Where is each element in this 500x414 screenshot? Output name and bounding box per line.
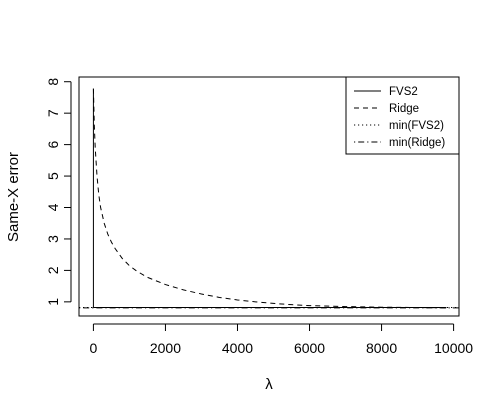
x-tick-label: 2000 xyxy=(150,340,181,356)
y-tick-label: 3 xyxy=(45,235,61,243)
x-tick-label: 0 xyxy=(90,340,98,356)
legend-label: Ridge xyxy=(389,103,419,115)
x-tick-label: 10000 xyxy=(434,340,473,356)
legend-box xyxy=(345,76,460,155)
y-tick-label: 2 xyxy=(45,266,61,274)
y-tick-label: 8 xyxy=(45,78,61,86)
y-tick-label: 6 xyxy=(45,141,61,149)
legend-label: min(Ridge) xyxy=(389,137,445,149)
x-tick-label: 8000 xyxy=(366,340,397,356)
x-tick-label: 6000 xyxy=(294,340,325,356)
plot-frame xyxy=(78,76,460,317)
x-axis-title: λ xyxy=(265,376,273,393)
y-axis-title: Same-X error xyxy=(5,152,22,242)
y-tick-label: 5 xyxy=(45,172,61,180)
series-layer xyxy=(79,88,459,309)
legend: FVS2 Ridge min(FVS2) min(Ridge) xyxy=(345,76,460,155)
series-line-FVS2 xyxy=(92,88,447,309)
series-line-Ridge xyxy=(92,88,447,309)
y-tick-label: 1 xyxy=(45,298,61,306)
legend-label: min(FVS2) xyxy=(389,120,444,132)
y-tick-label: 7 xyxy=(45,109,61,117)
axes-layer: 0 2000 4000 6000 8000 10000 1 2 3 4 5 6 7 8 xyxy=(45,78,473,356)
legend-label: FVS2 xyxy=(389,86,418,98)
y-tick-label: 4 xyxy=(45,203,61,211)
x-tick-label: 4000 xyxy=(222,340,253,356)
